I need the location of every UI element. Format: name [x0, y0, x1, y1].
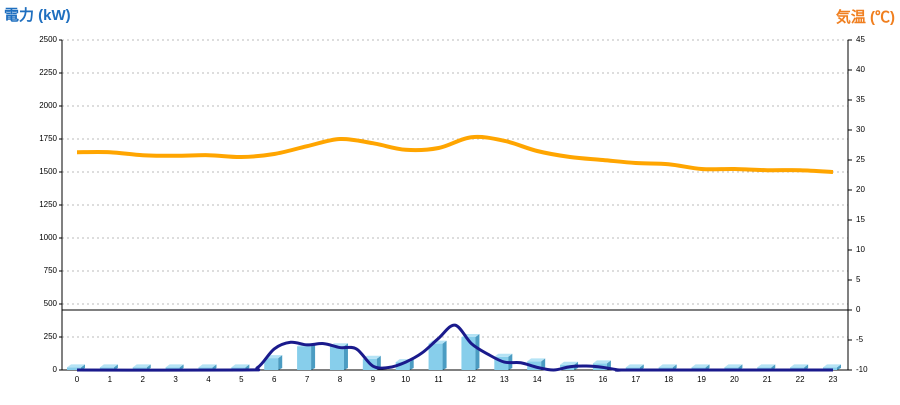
line — [76, 134, 834, 174]
x-tick-label: 0 — [75, 375, 80, 384]
x-tick-label: 10 — [401, 375, 410, 384]
x-tick-label: 12 — [467, 375, 476, 384]
y2-title: 気温 (℃) — [836, 8, 895, 26]
x-tick-label: 5 — [239, 375, 244, 384]
bar-face — [790, 364, 809, 368]
y2-tick-label: 35 — [856, 95, 865, 104]
x-tick-label: 20 — [730, 375, 739, 384]
y2-tick-label: 20 — [856, 185, 865, 194]
bar-face — [165, 364, 184, 368]
y2-tick-label: 25 — [856, 155, 865, 164]
bar-face — [67, 364, 85, 368]
bar-face — [560, 361, 579, 365]
x-tick-label: 23 — [829, 375, 838, 384]
bar-face — [67, 367, 81, 370]
x-tick-label: 6 — [272, 375, 277, 384]
bar-face — [146, 364, 151, 370]
x-tick-label: 22 — [796, 375, 805, 384]
x-tick-label: 1 — [108, 375, 113, 384]
bar-face — [231, 364, 250, 368]
bar-face — [329, 346, 344, 370]
bar-face — [757, 364, 776, 368]
bar-face — [475, 334, 480, 370]
bar-face — [297, 346, 312, 370]
bar-face — [724, 364, 743, 368]
x-tick-label: 21 — [763, 375, 772, 384]
y-tick-label: 1000 — [39, 233, 57, 242]
bar-face — [179, 364, 184, 370]
bar-face — [343, 343, 348, 370]
y2-tick-label: 30 — [856, 125, 865, 134]
bar-face — [691, 364, 710, 368]
line — [76, 323, 833, 372]
y-tick-label: 1250 — [39, 200, 57, 209]
y-tick-label: 1750 — [39, 134, 57, 143]
y2-tick-label: 15 — [856, 215, 865, 224]
x-tick-label: 3 — [173, 375, 178, 384]
bar-face — [99, 364, 118, 368]
x-tick-label: 13 — [500, 375, 509, 384]
bar-face — [198, 364, 217, 368]
y-tick-label: 2250 — [39, 68, 57, 77]
x-tick-label: 11 — [434, 375, 443, 384]
y2-tick-label: 10 — [856, 245, 865, 254]
bar-face — [837, 364, 841, 370]
bar-face — [311, 343, 316, 370]
bar-face — [823, 364, 841, 368]
y-tick-label: 250 — [44, 332, 58, 341]
bar-face — [264, 358, 279, 370]
bar-face — [362, 355, 381, 359]
bar — [329, 343, 348, 370]
bar-face — [395, 362, 410, 370]
x-tick-label: 19 — [697, 375, 706, 384]
y-tick-label: 750 — [44, 266, 58, 275]
bar-face — [527, 358, 546, 362]
y2-tick-label: 0 — [856, 305, 861, 314]
bar-face — [409, 359, 414, 370]
y-tick-label: 1500 — [39, 167, 57, 176]
bar — [461, 334, 480, 370]
x-tick-label: 2 — [141, 375, 146, 384]
y-tick-label: 0 — [53, 365, 58, 374]
y-tick-label: 2500 — [39, 35, 57, 44]
bar-face — [278, 355, 283, 370]
y2-tick-label: -10 — [856, 365, 868, 374]
y-tick-label: 500 — [44, 299, 58, 308]
y2-tick-label: 40 — [856, 65, 865, 74]
bar-face — [592, 360, 611, 364]
x-tick-label: 9 — [371, 375, 376, 384]
x-tick-label: 14 — [533, 375, 542, 384]
bar-face — [132, 364, 151, 368]
x-tick-label: 4 — [206, 375, 211, 384]
x-tick-label: 7 — [305, 375, 310, 384]
bar — [297, 343, 316, 370]
y-title: 電力 (kW) — [4, 6, 71, 24]
x-tick-label: 18 — [664, 375, 673, 384]
y2-tick-label: 5 — [856, 275, 861, 284]
x-tick-label: 16 — [598, 375, 607, 384]
y2-tick-label: 45 — [856, 35, 865, 44]
bar-face — [658, 364, 677, 368]
bar-face — [494, 353, 513, 357]
x-tick-label: 15 — [566, 375, 575, 384]
y2-tick-label: -5 — [856, 335, 864, 344]
bar-face — [442, 340, 447, 370]
y-tick-label: 2000 — [39, 101, 57, 110]
bar-face — [428, 343, 443, 370]
x-tick-label: 17 — [631, 375, 640, 384]
bar-face — [625, 364, 644, 368]
x-tick-label: 8 — [338, 375, 343, 384]
